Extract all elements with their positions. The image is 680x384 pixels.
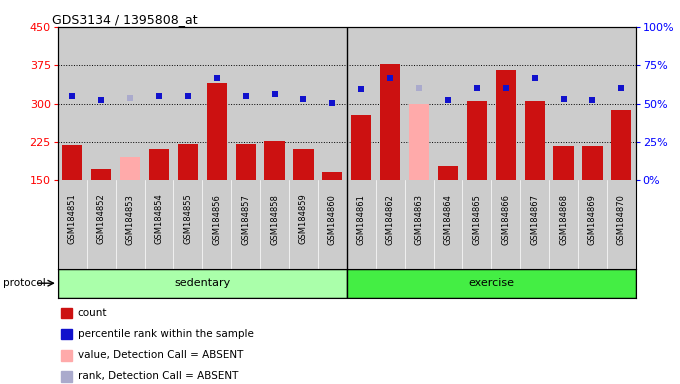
Bar xyxy=(203,27,231,180)
Bar xyxy=(265,141,285,180)
Text: GSM184865: GSM184865 xyxy=(473,194,481,245)
Bar xyxy=(409,104,429,180)
Text: GSM184852: GSM184852 xyxy=(97,194,105,245)
Bar xyxy=(347,269,636,298)
Bar xyxy=(144,27,173,180)
Bar xyxy=(496,70,516,180)
Text: GSM184860: GSM184860 xyxy=(328,194,337,245)
Text: sedentary: sedentary xyxy=(174,278,231,288)
Text: GSM184856: GSM184856 xyxy=(212,194,221,245)
Bar xyxy=(318,27,347,180)
Bar xyxy=(231,27,260,180)
Bar xyxy=(607,27,636,180)
Text: GSM184869: GSM184869 xyxy=(588,194,597,245)
Text: GSM184851: GSM184851 xyxy=(68,194,77,245)
Bar xyxy=(293,149,313,180)
Bar xyxy=(120,157,140,180)
Bar xyxy=(462,27,492,180)
Bar xyxy=(116,180,144,269)
Bar xyxy=(322,172,343,180)
Bar xyxy=(520,27,549,180)
Text: GSM184855: GSM184855 xyxy=(184,194,192,245)
Text: GSM184863: GSM184863 xyxy=(415,194,424,245)
Text: count: count xyxy=(78,308,107,318)
Bar xyxy=(260,180,289,269)
Bar xyxy=(438,166,458,180)
Bar xyxy=(149,149,169,180)
Bar xyxy=(87,180,116,269)
Bar xyxy=(607,180,636,269)
Bar xyxy=(87,27,116,180)
Bar xyxy=(524,101,545,180)
Text: GSM184862: GSM184862 xyxy=(386,194,394,245)
Bar xyxy=(173,180,203,269)
Text: exercise: exercise xyxy=(469,278,514,288)
Bar xyxy=(549,180,578,269)
Bar xyxy=(260,27,289,180)
Text: GSM184861: GSM184861 xyxy=(357,194,366,245)
Bar xyxy=(58,269,347,298)
Bar xyxy=(462,180,492,269)
Bar xyxy=(62,145,82,180)
Bar xyxy=(434,180,462,269)
Text: GSM184859: GSM184859 xyxy=(299,194,308,245)
Bar xyxy=(466,101,487,180)
Text: rank, Detection Call = ABSENT: rank, Detection Call = ABSENT xyxy=(78,371,238,381)
Bar xyxy=(582,146,602,180)
Bar xyxy=(351,115,371,180)
Bar xyxy=(116,27,144,180)
Bar xyxy=(578,27,607,180)
Bar xyxy=(347,180,376,269)
Bar xyxy=(492,180,520,269)
Text: GSM184868: GSM184868 xyxy=(559,194,568,245)
Bar xyxy=(405,27,434,180)
Bar xyxy=(289,180,318,269)
Text: GSM184866: GSM184866 xyxy=(501,194,510,245)
Bar xyxy=(405,180,434,269)
Text: value, Detection Call = ABSENT: value, Detection Call = ABSENT xyxy=(78,350,243,360)
Bar xyxy=(144,180,173,269)
Text: GSM184867: GSM184867 xyxy=(530,194,539,245)
Bar xyxy=(492,27,520,180)
Bar xyxy=(173,27,203,180)
Bar xyxy=(207,83,227,180)
Bar xyxy=(58,27,87,180)
Bar xyxy=(434,27,462,180)
Text: protocol: protocol xyxy=(3,278,46,288)
Bar xyxy=(380,64,401,180)
Bar xyxy=(376,180,405,269)
Text: GSM184870: GSM184870 xyxy=(617,194,626,245)
Bar xyxy=(203,180,231,269)
Bar xyxy=(376,27,405,180)
Bar xyxy=(347,27,376,180)
Bar xyxy=(289,27,318,180)
Text: GSM184857: GSM184857 xyxy=(241,194,250,245)
Bar xyxy=(58,180,87,269)
Bar xyxy=(578,180,607,269)
Bar xyxy=(554,146,574,180)
Bar xyxy=(235,144,256,180)
Text: GSM184864: GSM184864 xyxy=(443,194,452,245)
Bar xyxy=(520,180,549,269)
Text: GSM184854: GSM184854 xyxy=(154,194,163,245)
Bar xyxy=(91,169,112,180)
Text: GSM184858: GSM184858 xyxy=(270,194,279,245)
Text: GDS3134 / 1395808_at: GDS3134 / 1395808_at xyxy=(52,13,198,26)
Text: GSM184853: GSM184853 xyxy=(126,194,135,245)
Bar xyxy=(177,144,198,180)
Bar xyxy=(318,180,347,269)
Bar xyxy=(611,110,632,180)
Bar xyxy=(231,180,260,269)
Text: percentile rank within the sample: percentile rank within the sample xyxy=(78,329,254,339)
Bar xyxy=(549,27,578,180)
